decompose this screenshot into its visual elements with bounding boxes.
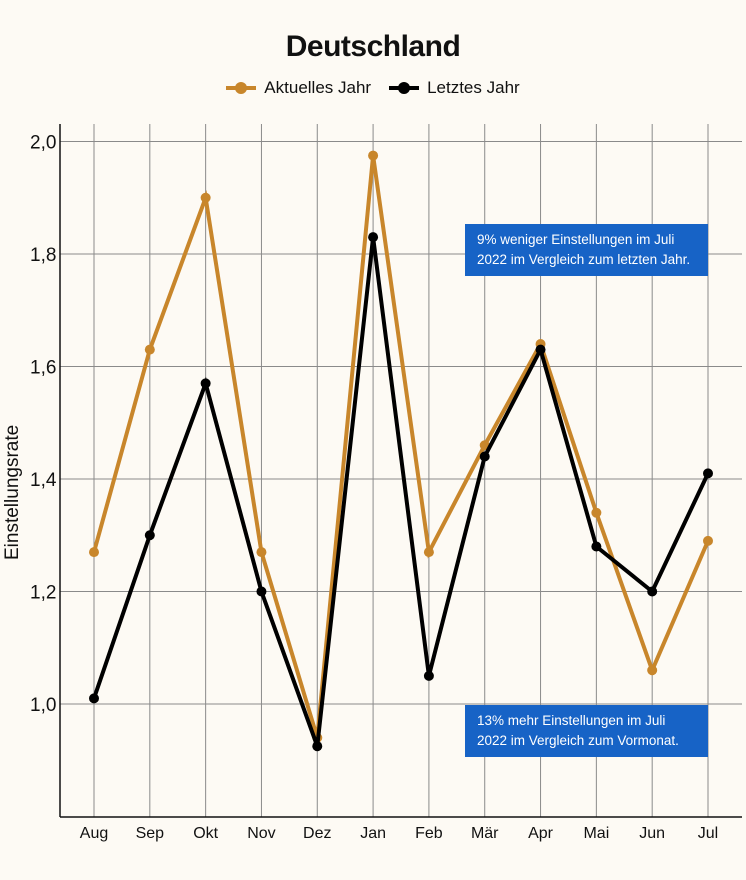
x-tick-label: Jan xyxy=(360,825,386,842)
data-point-current-year xyxy=(89,547,99,558)
data-point-current-year xyxy=(144,344,155,355)
annotation-yoy: 9% weniger Einstellungen im Juli 2022 im… xyxy=(465,224,708,276)
data-point-last-year xyxy=(535,344,546,355)
y-tick-label: 1,0 xyxy=(30,695,56,716)
legend: Aktuelles Jahr Letztes Jahr xyxy=(0,78,746,98)
data-point-last-year xyxy=(89,693,99,704)
y-tick-label: 1,8 xyxy=(30,245,56,266)
legend-swatch-last-year xyxy=(389,78,420,98)
x-tick-label: Mär xyxy=(471,825,499,842)
y-tick-label: 1,6 xyxy=(30,358,56,379)
data-point-last-year xyxy=(256,586,267,597)
data-point-current-year xyxy=(703,535,713,546)
legend-swatch-current-year xyxy=(226,78,257,98)
data-point-last-year xyxy=(368,232,379,243)
y-tick-label: 1,4 xyxy=(30,470,57,491)
data-point-last-year xyxy=(144,530,155,541)
x-tick-label: Aug xyxy=(80,825,108,842)
x-tick-label: Sep xyxy=(136,825,165,842)
legend-item-last-year: Letztes Jahr xyxy=(389,78,520,98)
data-point-current-year xyxy=(647,665,658,676)
data-point-last-year xyxy=(591,541,602,552)
data-point-last-year xyxy=(200,378,211,389)
x-tick-label: Nov xyxy=(247,825,275,842)
chart-title: Deutschland xyxy=(285,30,461,63)
data-point-last-year xyxy=(703,468,713,479)
data-point-current-year xyxy=(591,507,602,518)
x-tick-label: Apr xyxy=(528,825,554,842)
legend-item-current-year: Aktuelles Jahr xyxy=(226,78,371,98)
y-tick-label: 2,0 xyxy=(30,133,56,154)
series-line-last-year xyxy=(92,236,710,747)
x-tick-label: Feb xyxy=(415,825,443,842)
data-point-current-year xyxy=(368,150,379,161)
x-tick-label: Okt xyxy=(193,825,218,842)
y-tick-label: 1,2 xyxy=(30,583,56,604)
x-tick-label: Dez xyxy=(303,825,331,842)
x-tick-label: Jul xyxy=(698,825,718,842)
x-tick-label: Jun xyxy=(639,825,665,842)
legend-label-last-year: Letztes Jahr xyxy=(427,78,520,97)
data-point-current-year xyxy=(256,547,267,558)
series-line-current-year xyxy=(92,155,710,739)
data-point-current-year xyxy=(200,192,211,203)
data-point-last-year xyxy=(647,586,658,597)
annotation-mom: 13% mehr Einstellungen im Juli 2022 im V… xyxy=(465,705,708,757)
data-point-last-year xyxy=(423,670,434,681)
data-point-last-year xyxy=(312,741,323,752)
x-tick-label: Mai xyxy=(583,825,609,842)
data-point-current-year xyxy=(423,547,434,558)
data-point-last-year xyxy=(479,451,490,462)
legend-label-current-year: Aktuelles Jahr xyxy=(264,78,372,97)
